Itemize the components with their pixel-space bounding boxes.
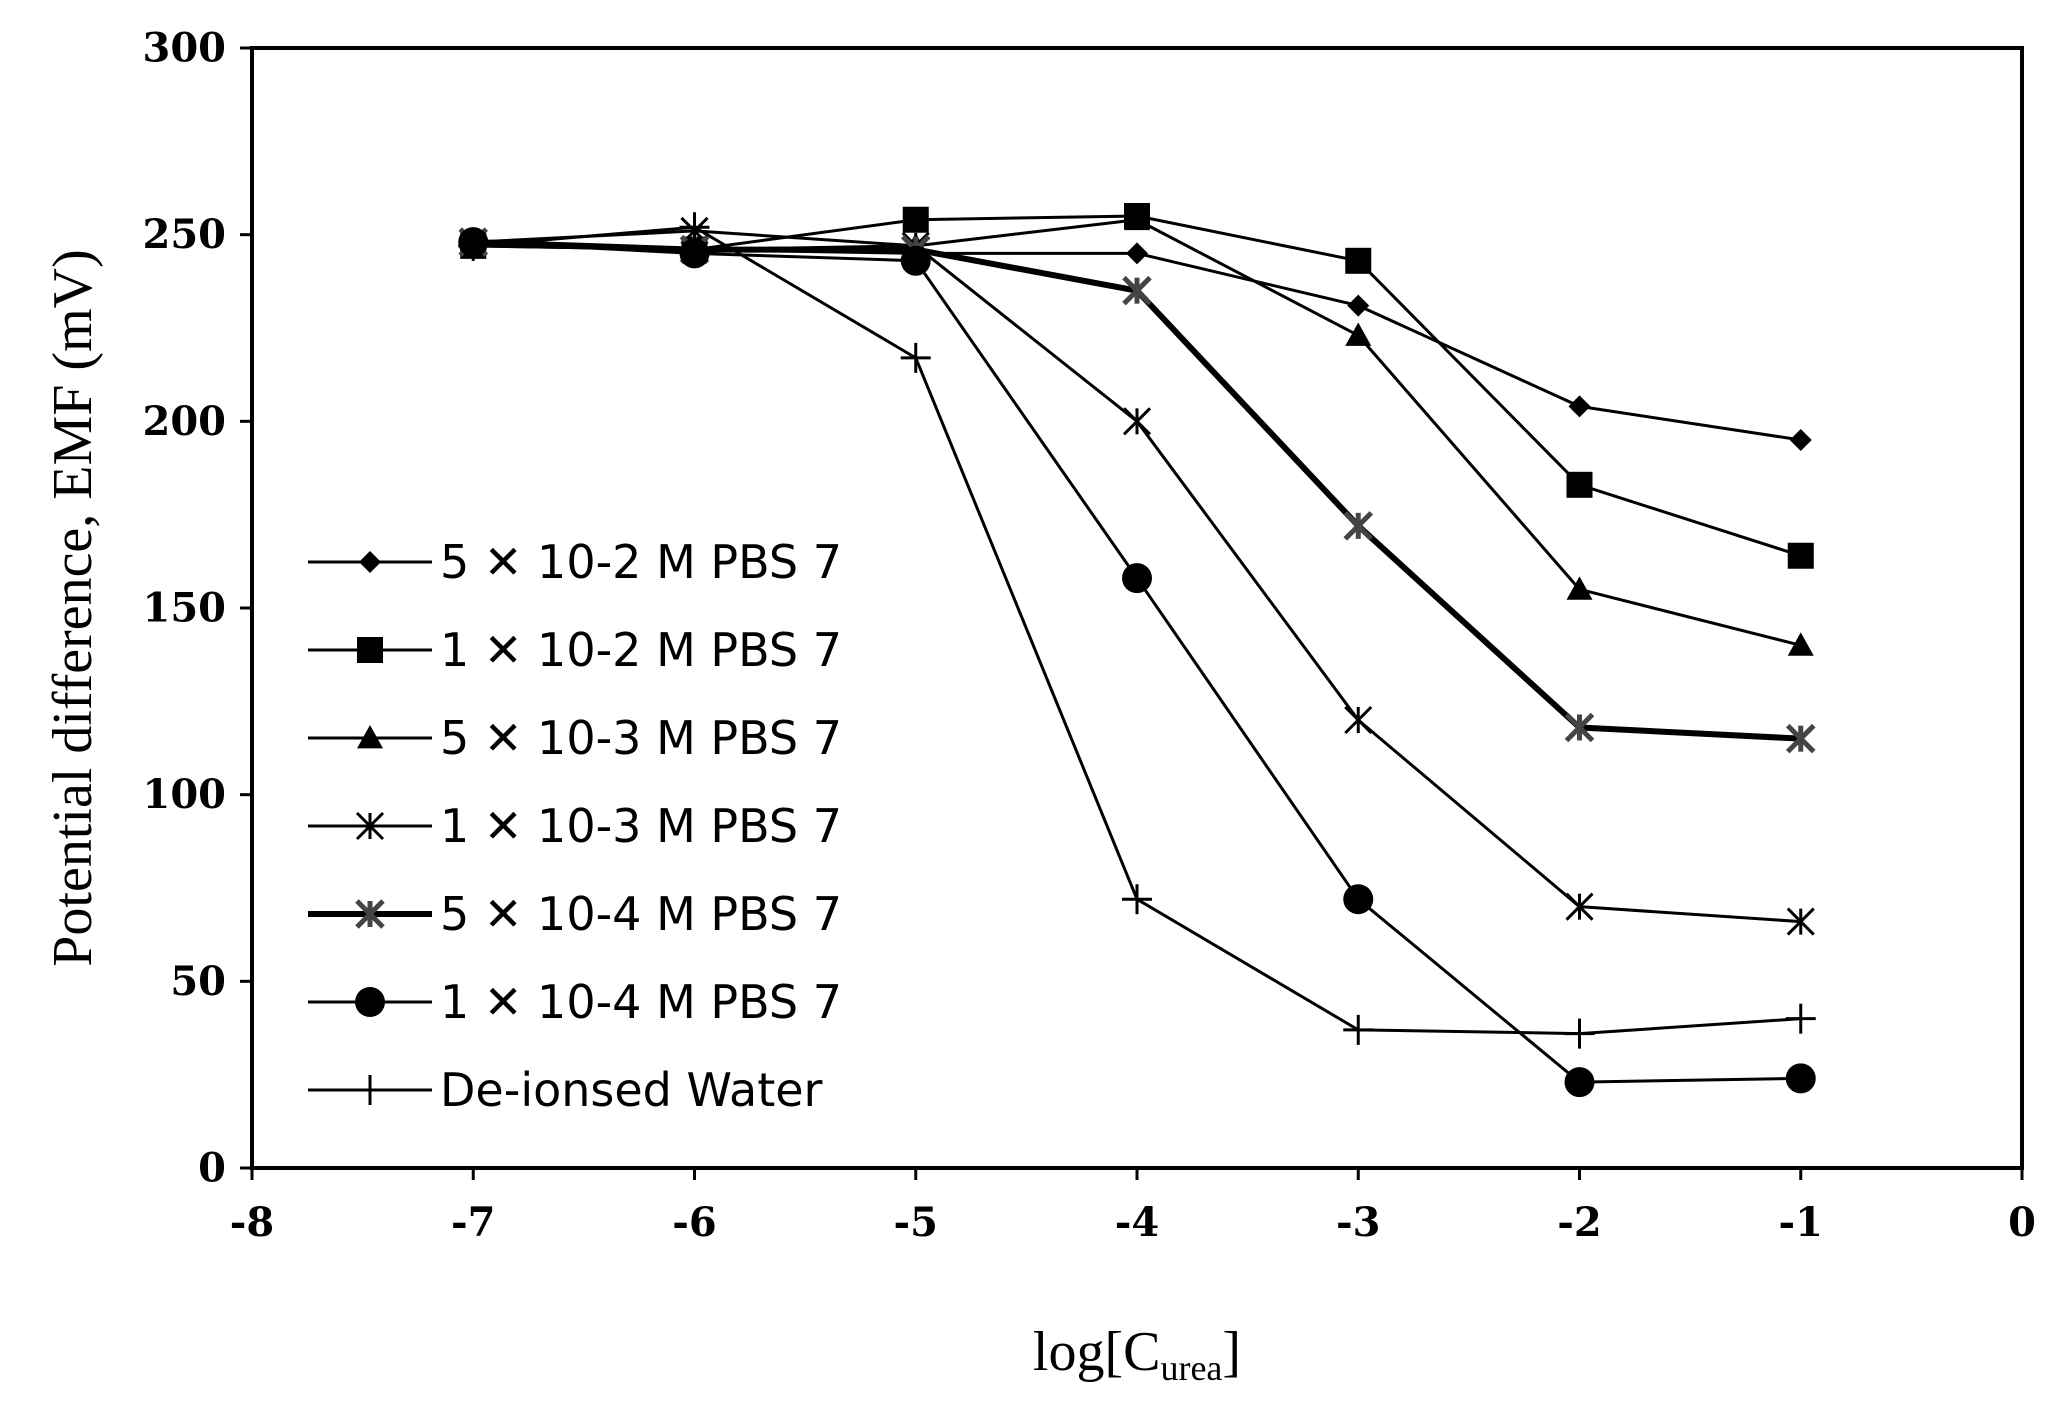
data-point (1786, 907, 1815, 936)
data-point (1122, 275, 1152, 306)
x-tick-label: -6 (672, 1199, 716, 1246)
data-point (679, 212, 710, 243)
data-point (1344, 705, 1373, 735)
data-point (1345, 247, 1372, 274)
x-axis-title: log[Curea] (1033, 1321, 1241, 1388)
x-tick-label: 0 (2008, 1199, 2036, 1246)
data-point (1566, 471, 1593, 498)
series-7 (458, 212, 1816, 1049)
legend-item: 5 ✕ 10-3 M PBS 7 (308, 711, 842, 765)
data-point (1566, 576, 1593, 600)
x-tick-label: -1 (1779, 1199, 1823, 1246)
data-point (1564, 712, 1595, 743)
legend: 5 ✕ 10-2 M PBS 7 1 ✕ 10-2 M PBS 7 5 ✕ 10-3… (308, 535, 842, 1117)
legend-label: 1 ✕ 10-4 M PBS 7 (440, 975, 842, 1029)
x-tick-label: -7 (451, 1199, 495, 1246)
x-tick-label: -4 (1115, 1199, 1159, 1246)
y-tick-label: 300 (143, 25, 227, 72)
x-axis-title-bracket: ] (1222, 1321, 1241, 1383)
legend-item: 1 ✕ 10-3 M PBS 7 (308, 799, 842, 853)
legend-label: 1 ✕ 10-2 M PBS 7 (440, 623, 842, 677)
data-point (1122, 884, 1152, 915)
x-tick-label: -2 (1557, 1199, 1601, 1246)
data-point (1345, 322, 1372, 346)
data-point (1347, 294, 1370, 317)
legend-marker (355, 987, 385, 1017)
legend-marker (355, 811, 385, 841)
y-tick-label: 150 (143, 585, 227, 632)
legend-item: 1 ✕ 10-4 M PBS 7 (308, 975, 842, 1029)
x-tick-label: -3 (1336, 1199, 1380, 1246)
legend-label: 5 ✕ 10-4 M PBS 7 (440, 887, 842, 941)
data-point (1785, 1063, 1816, 1094)
data-point (1343, 511, 1374, 541)
legend-item: 1 ✕ 10-2 M PBS 7 (308, 623, 842, 677)
x-axis-title-main: log[C (1033, 1321, 1161, 1383)
series-layer (458, 203, 1816, 1098)
legend-item: 5 ✕ 10-4 M PBS 7 (308, 887, 842, 941)
data-point (1565, 892, 1594, 921)
data-point (1564, 1067, 1595, 1098)
data-point (1785, 1003, 1816, 1034)
legend-marker (355, 899, 385, 929)
data-point (1122, 563, 1152, 594)
data-point (900, 342, 931, 373)
x-tick-label: -8 (230, 1199, 274, 1246)
legend-item: De-ionsed Water (308, 1063, 823, 1117)
data-point (900, 245, 931, 276)
data-point (1126, 242, 1148, 265)
data-point (1122, 407, 1152, 436)
data-point (1785, 723, 1816, 754)
y-tick-label: 0 (198, 1145, 226, 1192)
y-tick-label: 100 (143, 771, 227, 818)
data-point (458, 230, 489, 261)
y-axis-title: Potential difference, EMF (mV) (42, 249, 104, 966)
data-point (679, 238, 710, 269)
x-tick-label: -5 (894, 1199, 938, 1246)
y-axis: 0 50 100 150 200 250 300 (143, 25, 252, 1192)
legend-label: 5 ✕ 10-2 M PBS 7 (440, 535, 842, 589)
legend-marker (355, 1075, 385, 1105)
series-6 (458, 227, 1816, 1098)
y-tick-label: 250 (143, 211, 227, 258)
legend-label: 1 ✕ 10-3 M PBS 7 (440, 799, 842, 853)
data-point (1124, 206, 1150, 231)
data-point (1787, 542, 1814, 569)
legend-marker (357, 725, 383, 749)
y-tick-label: 200 (143, 398, 227, 445)
legend-marker (357, 637, 383, 663)
legend-marker (359, 551, 381, 573)
x-axis-title-subscript: urea (1160, 1348, 1222, 1388)
data-point (1564, 1018, 1595, 1049)
data-point (1789, 429, 1812, 451)
data-point (1343, 884, 1374, 915)
x-axis: -8 -7 -6 -5 -4 -3 -2 -1 0 (230, 1168, 2036, 1246)
y-tick-label: 50 (170, 958, 226, 1005)
data-point (1787, 632, 1814, 656)
data-point (1343, 1014, 1374, 1045)
data-point (902, 206, 929, 233)
legend-label: De-ionsed Water (440, 1063, 823, 1117)
data-point (1568, 395, 1591, 418)
legend-label: 5 ✕ 10-3 M PBS 7 (440, 711, 842, 765)
legend-item: 5 ✕ 10-2 M PBS 7 (308, 535, 842, 589)
